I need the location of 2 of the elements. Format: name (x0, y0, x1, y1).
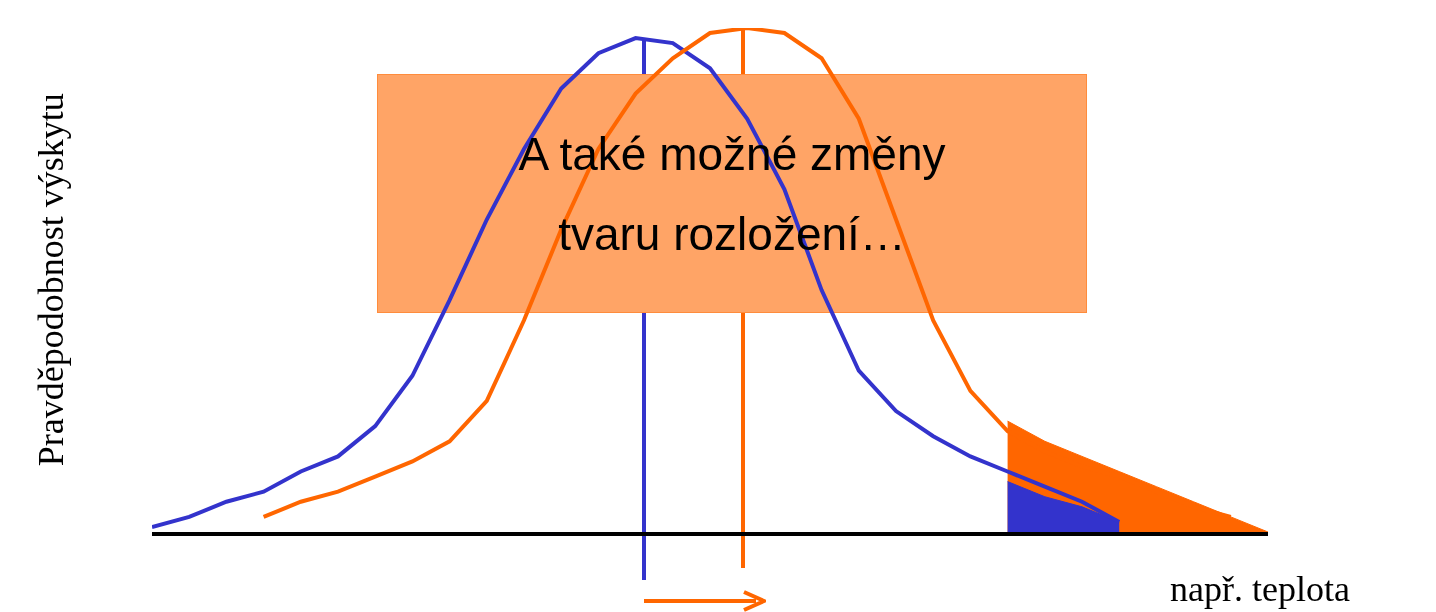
y-axis-title: Pravděpodobnost výskytu (31, 93, 72, 467)
x-axis-title: např. teplota (1170, 569, 1350, 609)
